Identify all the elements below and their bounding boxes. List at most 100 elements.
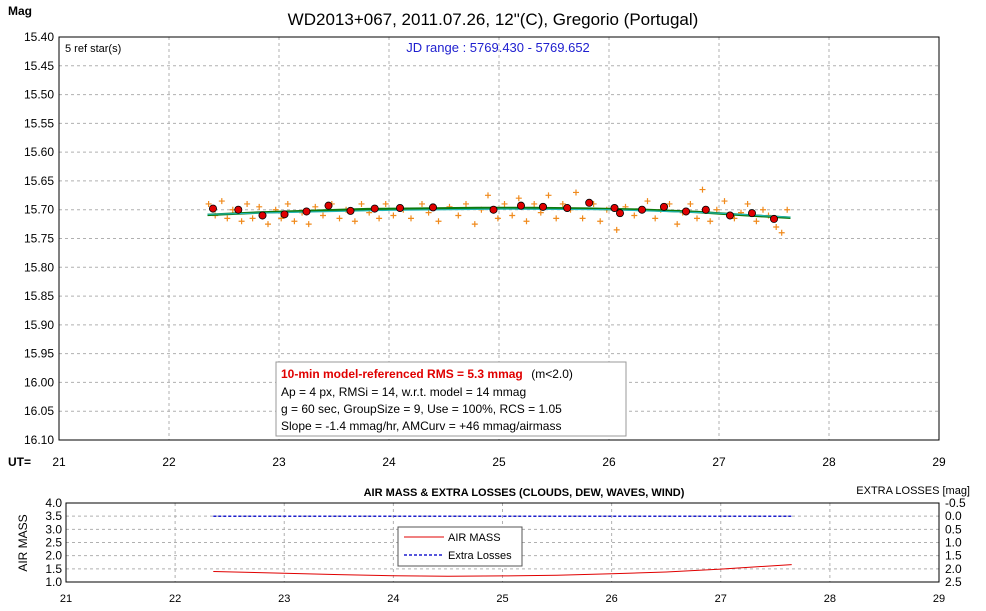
main-y-tick-label: 15.75 — [24, 232, 54, 246]
observation-plus — [419, 200, 425, 207]
observation-plus — [613, 226, 620, 233]
main-y-tick-label: 15.90 — [24, 318, 54, 332]
extra-losses-tick-label: 1.5 — [945, 549, 962, 563]
observation-plus — [652, 215, 659, 222]
extra-losses-tick-label: 0.5 — [945, 522, 962, 536]
observation-plus — [218, 198, 225, 205]
airmass-axis-label: AIR MASS — [16, 514, 30, 571]
group-average-dot — [616, 209, 625, 218]
group-average-dot — [563, 203, 572, 212]
main-y-tick-label: 15.70 — [24, 203, 54, 217]
airmass-x-tick-label: 28 — [824, 593, 836, 605]
ref-stars-label: 5 ref star(s) — [65, 43, 121, 55]
observation-plus — [312, 203, 319, 210]
observation-plus — [573, 189, 579, 196]
airmass-x-tick-label: 23 — [278, 593, 290, 605]
air-mass-line — [213, 564, 792, 577]
observation-plus — [238, 218, 245, 225]
observation-plus — [778, 229, 785, 236]
chart-title: WD2013+067, 2011.07.26, 12"(C), Gregorio… — [288, 10, 699, 29]
main-y-tick-label: 16.05 — [24, 404, 54, 418]
observation-plus — [494, 215, 501, 222]
observation-plus — [284, 200, 291, 207]
observation-plus — [760, 206, 766, 213]
main-y-tick-label: 15.55 — [24, 116, 54, 130]
group-average-dot — [682, 207, 691, 216]
main-y-tick-label: 15.95 — [24, 347, 54, 361]
group-average-dot — [258, 211, 267, 220]
main-plot-frame — [58, 36, 940, 441]
observation-plus — [537, 209, 544, 216]
airmass-y-tick-label: 1.0 — [45, 575, 62, 589]
observation-plus — [336, 215, 343, 222]
group-average-dot — [395, 203, 404, 212]
y-axis-label: Mag — [8, 4, 32, 18]
main-x-tick-label: 22 — [162, 455, 176, 469]
observation-plus — [351, 218, 358, 225]
main-x-tick-label: 24 — [382, 455, 396, 469]
observation-plus — [376, 215, 383, 222]
observation-plus — [358, 200, 365, 207]
main-x-tick-label: 25 — [492, 455, 506, 469]
observation-plus — [205, 200, 212, 207]
observation-plus — [515, 195, 522, 202]
observation-plus — [249, 215, 256, 222]
observation-plus — [256, 203, 263, 210]
group-average-dot — [208, 204, 217, 213]
airmass-x-tick-label: 22 — [169, 593, 181, 605]
group-average-dot — [234, 205, 243, 214]
info-line-2: Ap = 4 px, RMSi = 14, w.r.t. model = 14 … — [281, 385, 526, 399]
x-axis-label: UT= — [8, 455, 31, 469]
observation-plus — [265, 221, 271, 228]
observation-plus — [597, 218, 604, 225]
main-x-ticks: 21 22 23 24 25 26 27 28 29 — [52, 455, 946, 469]
airmass-x-tick-label: 21 — [60, 593, 72, 605]
legend-air-mass: AIR MASS — [448, 532, 501, 544]
observation-plus — [559, 200, 566, 207]
observation-plus — [531, 200, 538, 207]
observation-plus — [553, 215, 560, 222]
observation-plus — [485, 192, 491, 199]
extra-losses-tick-label: 0.0 — [945, 509, 962, 523]
extra-losses-y-ticks: -0.50.00.51.01.52.02.5 — [945, 496, 966, 589]
observation-plus — [545, 192, 552, 199]
observation-plus — [320, 212, 326, 219]
observation-plus — [666, 200, 673, 207]
observation-plus — [455, 212, 462, 219]
main-x-tick-label: 23 — [272, 455, 286, 469]
observation-plus — [644, 198, 651, 205]
rms-label: 10-min model-referenced RMS = 5.3 mmag — [281, 367, 523, 381]
extra-losses-tick-label: 2.5 — [945, 575, 962, 589]
group-average-dot — [539, 202, 548, 211]
observation-plus — [713, 206, 720, 213]
extra-losses-axis-label: EXTRA LOSSES [mag] — [856, 485, 970, 497]
airmass-y-tick-label: 2.5 — [45, 536, 62, 550]
group-average-dot — [370, 204, 379, 213]
group-average-dot — [489, 205, 498, 214]
airmass-x-tick-label: 29 — [933, 593, 945, 605]
group-average-dot — [638, 205, 647, 214]
observation-plus — [773, 223, 780, 230]
rms-line: 10-min model-referenced RMS = 5.3 mmag (… — [281, 365, 573, 382]
main-x-tick-label: 26 — [602, 455, 616, 469]
group-average-dot — [585, 198, 594, 207]
airmass-x-tick-label: 24 — [387, 593, 399, 605]
group-average-dot — [302, 207, 311, 216]
observation-plus — [463, 200, 469, 207]
airmass-chart-title: AIR MASS & EXTRA LOSSES (CLOUDS, DEW, WA… — [364, 487, 685, 499]
group-average-dot — [517, 201, 526, 210]
observation-plus — [579, 215, 586, 222]
group-average-points — [208, 198, 779, 223]
observation-plus — [707, 218, 714, 225]
extra-losses-tick-label: 1.0 — [945, 536, 962, 550]
info-box: 10-min model-referenced RMS = 5.3 mmag (… — [275, 361, 627, 437]
observation-plus — [382, 200, 389, 207]
observation-plus — [687, 200, 694, 207]
observation-plus — [224, 215, 231, 222]
observation-plus — [305, 221, 312, 228]
observation-plus — [471, 221, 478, 228]
airmass-y-tick-label: 3.0 — [45, 522, 62, 536]
observation-plus — [744, 200, 751, 207]
observation-plus — [390, 212, 397, 219]
airmass-legend: AIR MASS Extra Losses — [397, 526, 523, 567]
